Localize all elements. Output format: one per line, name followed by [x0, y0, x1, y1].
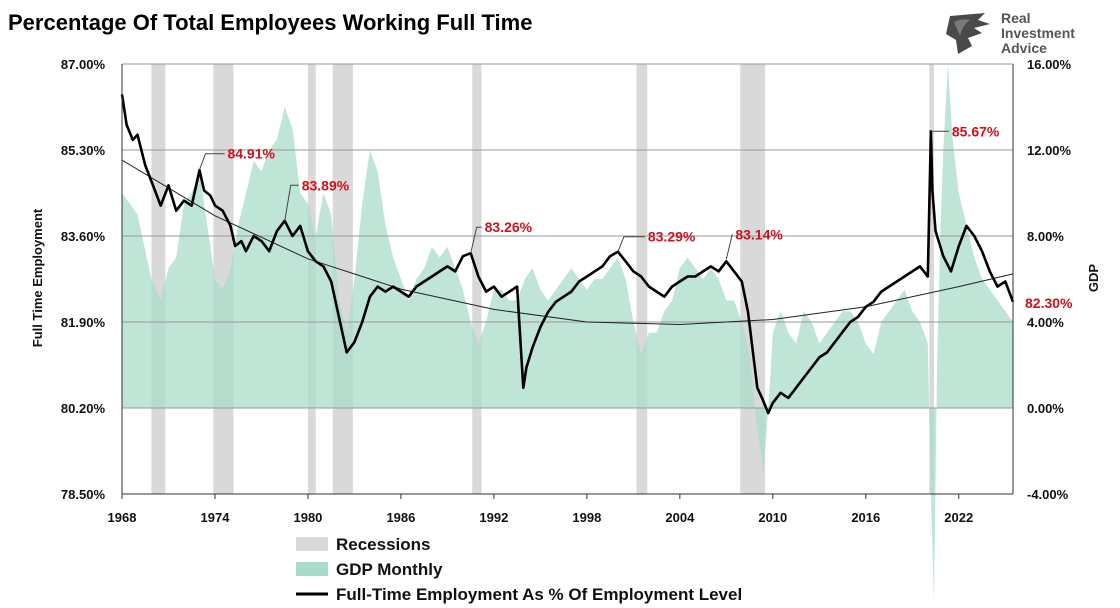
recession-band-4: [472, 64, 482, 494]
x-tick-label-8: 2016: [851, 510, 880, 525]
y-left-tick-label-1: 85.30%: [61, 143, 106, 158]
annotation-label-0: 84.91%: [227, 146, 275, 162]
y-right-tick-label-4: 0.00%: [1027, 401, 1064, 416]
logo-line-3: Advice: [1001, 40, 1047, 56]
y-left-tick-label-0: 87.00%: [61, 57, 106, 72]
annotation-leader-4: [725, 234, 733, 260]
annotations: 84.91% 83.89% 83.26% 83.29% 83.14% 85.67% 82.3…: [199, 123, 1073, 311]
axes: 1968 1974 1980 1986 1992 1998 2004 2010 2016 2022…: [61, 57, 1072, 525]
legend-swatch-gdp: [296, 562, 328, 576]
y-right-tick-label-3: 4.00%: [1027, 315, 1064, 330]
x-tick-label-9: 2022: [944, 510, 973, 525]
recession-band-7: [929, 64, 934, 494]
full-time-line-layer: [120, 94, 1015, 415]
y-left-tick-label-2: 83.60%: [61, 229, 106, 244]
legend-label-full-time: Full-Time Employment As % Of Employment …: [336, 585, 742, 604]
x-tick-label-2: 1980: [293, 510, 322, 525]
logo-line-2: Investment: [1001, 25, 1075, 41]
y-left-tick-label-3: 81.90%: [61, 315, 106, 330]
y-right-tick-label-0: 16.00%: [1027, 57, 1072, 72]
trend-line: [121, 159, 1014, 326]
y-axis-right-title: GDP: [1086, 264, 1101, 293]
x-tick-label-5: 1998: [572, 510, 601, 525]
logo: Real Investment Advice: [946, 10, 1075, 56]
annotation-leader-0: [199, 153, 225, 170]
y-axis-left-title: Full Time Employment: [30, 208, 45, 347]
annotation-leader-3: [617, 236, 645, 252]
x-tick-label-3: 1986: [386, 510, 415, 525]
annotation-leader-2: [470, 226, 482, 254]
legend: Recessions GDP Monthly Full-Time Employm…: [296, 535, 742, 604]
recession-band-0: [151, 64, 166, 494]
y-right-tick-label-2: 8.00%: [1027, 229, 1064, 244]
annotation-label-6: 82.30%: [1025, 295, 1073, 311]
x-tick-label-0: 1968: [108, 510, 137, 525]
full-time-employment-line: [120, 94, 1015, 415]
annotation-label-3: 83.29%: [648, 229, 696, 245]
annotation-label-2: 83.26%: [485, 219, 533, 235]
legend-label-recessions: Recessions: [336, 535, 431, 554]
y-right-tick-label-1: 12.00%: [1027, 143, 1072, 158]
y-left-tick-label-4: 80.20%: [61, 401, 106, 416]
chart-title: Percentage Of Total Employees Working Fu…: [8, 10, 532, 35]
annotation-leader-1: [284, 184, 299, 222]
annotation-label-1: 83.89%: [302, 177, 350, 193]
x-tick-label-4: 1992: [479, 510, 508, 525]
eagle-icon: [946, 13, 990, 54]
legend-label-gdp: GDP Monthly: [336, 560, 443, 579]
annotation-label-5: 85.67%: [952, 123, 1000, 139]
x-tick-label-7: 2010: [758, 510, 787, 525]
x-tick-label-6: 2004: [665, 510, 695, 525]
legend-swatch-recessions: [296, 537, 328, 551]
logo-line-1: Real: [1001, 10, 1031, 26]
trend-layer: [121, 159, 1014, 326]
y-left-tick-label-5: 78.50%: [61, 487, 106, 502]
annotation-label-4: 83.14%: [735, 226, 783, 242]
gdp-area-layer: [122, 64, 1013, 602]
gdp-monthly-area: [122, 64, 1013, 602]
x-tick-label-1: 1974: [201, 510, 231, 525]
y-right-tick-label-5: -4.00%: [1027, 487, 1069, 502]
